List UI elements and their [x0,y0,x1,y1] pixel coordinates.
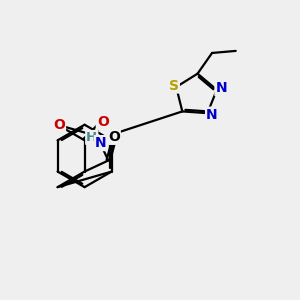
Text: O: O [97,115,109,129]
Text: O: O [53,118,65,132]
Text: O: O [108,130,120,144]
Text: H: H [86,131,97,144]
Text: S: S [169,79,179,92]
Text: N: N [95,136,106,150]
Text: N: N [215,81,227,95]
Text: N: N [206,108,218,122]
